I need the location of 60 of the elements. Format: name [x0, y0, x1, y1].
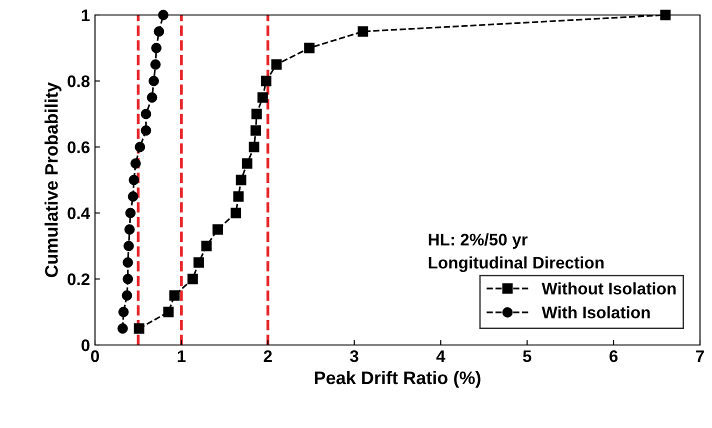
point [124, 240, 134, 252]
point [163, 306, 174, 318]
point [230, 208, 242, 218]
point [140, 108, 152, 120]
x-tick-label: 5 [523, 350, 532, 362]
point [134, 323, 144, 334]
x-tick-label: 2 [264, 350, 272, 362]
annotation: Longitudinal Direction [428, 256, 604, 272]
x-axis-title: Peak Drift Ratio (%) [314, 370, 480, 388]
point [660, 10, 671, 20]
point [146, 92, 158, 103]
point [242, 158, 252, 169]
point [194, 257, 204, 268]
point [250, 125, 261, 136]
point [130, 158, 141, 169]
point [187, 274, 198, 284]
y-tick-label: 0.2 [68, 273, 90, 286]
point [212, 224, 223, 235]
point [236, 174, 246, 186]
x-tick-label: 1 [178, 350, 186, 362]
point [122, 257, 134, 268]
point [201, 240, 212, 252]
point [154, 26, 164, 37]
point [233, 191, 244, 202]
annotation: HL: 2%/50 yr [428, 233, 528, 249]
point [260, 76, 272, 86]
y-tick-label: 0.8 [68, 75, 90, 88]
point [151, 42, 162, 54]
y-tick-label: 0.6 [68, 141, 90, 154]
y-tick-label: 0 [82, 339, 90, 352]
x-tick-label: 7 [696, 350, 704, 362]
point [125, 208, 136, 218]
legend-label: Without Isolation [542, 282, 676, 295]
y-tick-label: 1 [82, 10, 90, 22]
x-tick-label: 0 [91, 350, 99, 362]
point [134, 142, 146, 152]
point [124, 224, 135, 235]
point [158, 10, 168, 20]
point [304, 42, 315, 54]
x-tick-label: 6 [610, 350, 618, 362]
y-axis-title: Cumulative Probability [44, 82, 62, 278]
y-tick-label: 0.4 [68, 207, 90, 220]
point [148, 76, 159, 86]
point [257, 92, 268, 103]
point [122, 274, 134, 284]
point [128, 191, 138, 202]
point [140, 125, 152, 136]
point [251, 108, 262, 120]
point [271, 59, 282, 70]
point [150, 59, 161, 70]
legend-label: With Isolation [542, 306, 650, 318]
point [169, 290, 180, 301]
point [117, 323, 128, 334]
point [248, 142, 260, 152]
point [128, 174, 140, 186]
x-tick-label: 3 [350, 350, 358, 362]
x-tick-label: 4 [436, 350, 446, 362]
point [118, 306, 129, 318]
point [358, 26, 368, 37]
point [122, 290, 132, 301]
